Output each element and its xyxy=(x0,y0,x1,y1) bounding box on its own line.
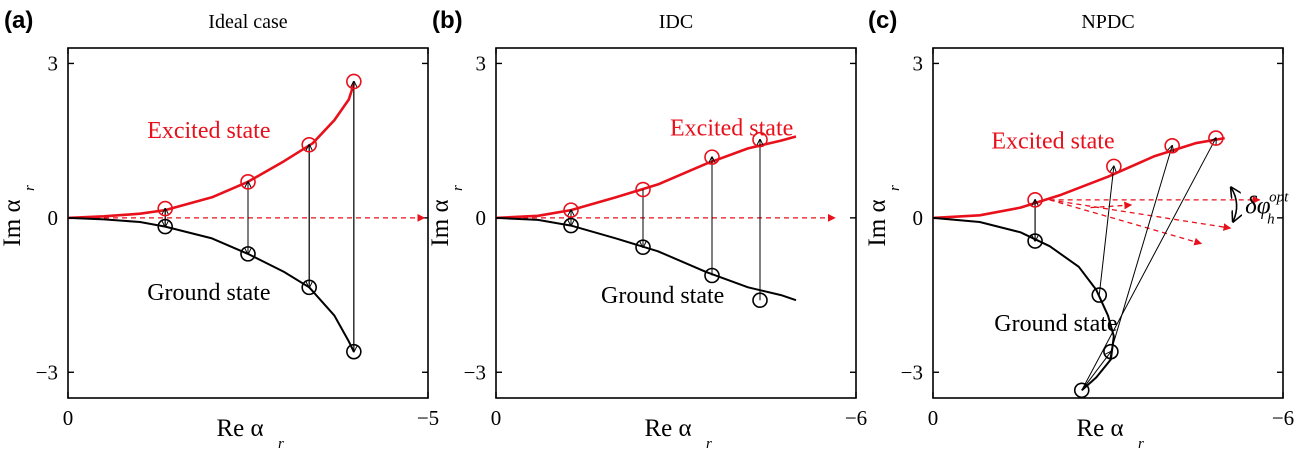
excited-state-point xyxy=(1106,158,1122,175)
x-axis-label: Re α xyxy=(1076,415,1123,442)
excited-state-point xyxy=(635,181,651,198)
excited-state-point xyxy=(1208,130,1224,146)
dashed-arrow xyxy=(1090,201,1133,210)
ground-state-point xyxy=(1091,287,1108,303)
ground-state-point xyxy=(157,218,173,235)
y-tick-label: 3 xyxy=(476,51,487,75)
panel-title: IDC xyxy=(659,11,693,33)
excited-state-point xyxy=(704,149,720,165)
panel-title: NPDC xyxy=(1081,11,1134,33)
panel-label: (b) xyxy=(432,7,463,34)
panel-label: (c) xyxy=(868,7,897,34)
transition-arrow xyxy=(1098,166,1114,296)
x-tick-label: −6 xyxy=(1272,406,1294,430)
x-tick-label: 0 xyxy=(928,406,939,430)
y-tick-label: 0 xyxy=(48,206,59,230)
y-tick-label: 3 xyxy=(913,51,924,75)
excited-state-label: Excited state xyxy=(147,118,270,144)
ground-state-point xyxy=(752,292,768,309)
y-tick-label: 0 xyxy=(476,206,487,230)
annotation-sup: opt xyxy=(1269,190,1289,206)
ground-state-point xyxy=(635,239,651,255)
ground-state-curve xyxy=(495,216,797,302)
x-tick-label: 0 xyxy=(491,406,502,430)
ground-state-point xyxy=(1073,382,1090,399)
y-tick-label: 3 xyxy=(48,51,59,75)
excited-state-curve xyxy=(932,136,1225,220)
y-tick-label: −3 xyxy=(36,360,58,384)
ground-state-point xyxy=(1027,233,1043,249)
excited-state-point xyxy=(752,131,768,148)
annotation-symbol: δφ xyxy=(1245,193,1271,220)
y-axis-label-sub: r xyxy=(887,185,903,191)
ground-state-curve xyxy=(932,216,1115,392)
x-tick-label: 0 xyxy=(63,406,74,430)
annotation-sub: h xyxy=(1267,212,1275,228)
x-axis-label-sub: r xyxy=(706,436,712,452)
ground-state-label: Ground state xyxy=(601,283,724,309)
x-tick-label: −5 xyxy=(417,406,439,430)
excited-state-point xyxy=(1027,192,1043,208)
y-axis-label: Im α xyxy=(0,199,26,246)
x-axis-label-sub: r xyxy=(1138,436,1144,452)
excited-state-point xyxy=(301,136,318,153)
x-axis-label-sub: r xyxy=(278,436,284,452)
ground-state-point xyxy=(301,279,318,296)
excited-state-point xyxy=(563,202,579,218)
ground-state-point xyxy=(346,343,362,360)
excited-state-point xyxy=(157,200,173,217)
x-tick-label: −6 xyxy=(845,406,867,430)
excited-state-label: Excited state xyxy=(670,116,793,142)
transition-arrow xyxy=(1081,352,1111,391)
panel-label: (a) xyxy=(4,7,33,34)
excited-state-point xyxy=(1164,137,1180,154)
plot-frame xyxy=(495,47,857,399)
transition-arrow xyxy=(1081,138,1216,391)
ground-state-label: Ground state xyxy=(994,311,1117,337)
y-axis-label-sub: r xyxy=(22,185,38,191)
y-axis-label-sub: r xyxy=(450,185,466,191)
y-tick-label: −3 xyxy=(901,360,923,384)
ground-state-point xyxy=(563,217,579,234)
ground-state-point xyxy=(1103,343,1119,360)
dashed-arrow xyxy=(1049,199,1203,246)
y-tick-label: −3 xyxy=(464,360,486,384)
x-axis-label: Re α xyxy=(216,415,263,442)
panel-title: Ideal case xyxy=(208,11,288,33)
plot-frame xyxy=(67,47,429,399)
excited-state-label: Excited state xyxy=(991,128,1114,154)
dashed-arrow xyxy=(1049,199,1232,231)
ground-state-label: Ground state xyxy=(147,280,270,306)
ground-state-point xyxy=(704,267,720,284)
x-axis-label: Re α xyxy=(644,415,691,442)
plot-frame xyxy=(932,47,1284,399)
ground-state-point xyxy=(240,246,256,262)
angle-arc xyxy=(1231,188,1237,222)
y-tick-label: 0 xyxy=(913,206,924,230)
y-axis-label: Im α xyxy=(427,199,454,246)
transition-arrow xyxy=(1110,146,1172,352)
excited-state-point xyxy=(240,174,256,190)
excited-state-point xyxy=(346,73,362,90)
excited-state-curve xyxy=(495,135,797,220)
y-axis-label: Im α xyxy=(864,199,891,246)
